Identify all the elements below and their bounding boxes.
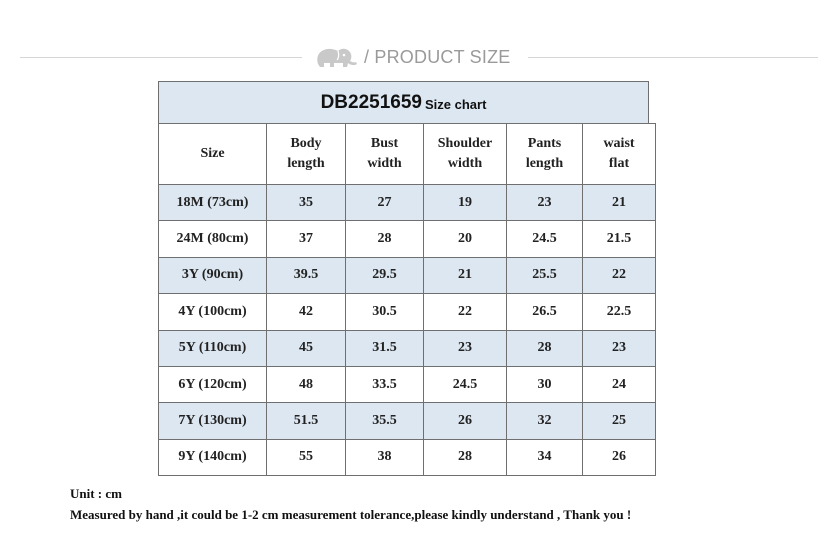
pants-length-cell: 25.5 [506, 256, 583, 295]
pants-length-cell: 26.5 [506, 293, 583, 331]
body-length-cell: 51.5 [266, 402, 346, 440]
size-cell: 6Y (120cm) [158, 365, 267, 404]
size-chart: DB2251659 Size chart Size Body length Bu… [158, 81, 656, 477]
section-title: / PRODUCT SIZE [364, 46, 511, 67]
brand-group: / PRODUCT SIZE [312, 42, 510, 72]
size-table: Size Body length Bust width Shoulder wid… [158, 123, 656, 477]
shoulder-width-cell: 28 [423, 438, 507, 477]
pants-length-cell: 34 [506, 438, 583, 477]
shoulder-width-cell: 22 [423, 293, 507, 331]
size-cell: 9Y (140cm) [158, 438, 267, 477]
bust-width-cell: 35.5 [345, 402, 424, 440]
table-row: 3Y (90cm) 39.5 29.5 21 25.5 22 [158, 256, 656, 295]
table-row: 18M (73cm) 35 27 19 23 21 [158, 183, 656, 222]
shoulder-width-cell: 23 [423, 329, 507, 367]
waist-flat-cell: 23 [582, 329, 656, 367]
waist-flat-cell: 21.5 [582, 220, 656, 258]
bust-width-cell: 29.5 [345, 256, 424, 295]
size-cell: 18M (73cm) [158, 183, 267, 222]
measurement-note: Measured by hand ,it could be 1-2 cm mea… [70, 507, 632, 522]
size-cell: 24M (80cm) [158, 220, 267, 258]
bust-width-cell: 38 [345, 438, 424, 477]
size-cell: 5Y (110cm) [158, 329, 267, 367]
body-length-cell: 39.5 [266, 256, 346, 295]
pants-length-cell: 23 [506, 183, 583, 222]
pants-length-cell: 30 [506, 365, 583, 404]
body-length-cell: 55 [266, 438, 346, 477]
waist-flat-cell: 25 [582, 402, 656, 440]
unit-note: Unit : cm [70, 486, 122, 501]
shoulder-width-cell: 20 [423, 220, 507, 258]
table-row: 7Y (130cm) 51.5 35.5 26 32 25 [158, 402, 656, 440]
shoulder-width-cell: 21 [423, 256, 507, 295]
bust-width-cell: 27 [345, 183, 424, 222]
section-header: / PRODUCT SIZE [0, 42, 828, 72]
waist-flat-cell: 22 [582, 256, 656, 295]
column-header-shoulder-width: Shoulder width [423, 123, 507, 185]
column-header-waist-flat: waist flat [582, 123, 656, 185]
table-row: 4Y (100cm) 42 30.5 22 26.5 22.5 [158, 293, 656, 331]
pants-length-cell: 32 [506, 402, 583, 440]
table-header-row: Size Body length Bust width Shoulder wid… [158, 123, 656, 185]
elephant-icon [312, 44, 360, 70]
body-length-cell: 35 [266, 183, 346, 222]
header-divider-right [528, 57, 818, 58]
bust-width-cell: 33.5 [345, 365, 424, 404]
pants-length-cell: 24.5 [506, 220, 583, 258]
column-header-bust-width: Bust width [345, 123, 424, 185]
chart-title-bar: DB2251659 Size chart [158, 81, 649, 123]
shoulder-width-cell: 24.5 [423, 365, 507, 404]
shoulder-width-cell: 26 [423, 402, 507, 440]
table-row: 9Y (140cm) 55 38 28 34 26 [158, 438, 656, 477]
column-header-size: Size [158, 123, 267, 185]
column-header-body-length: Body length [266, 123, 346, 185]
bust-width-cell: 28 [345, 220, 424, 258]
pants-length-cell: 28 [506, 329, 583, 367]
waist-flat-cell: 21 [582, 183, 656, 222]
model-number: DB2251659 [320, 91, 422, 113]
bust-width-cell: 31.5 [345, 329, 424, 367]
size-cell: 3Y (90cm) [158, 256, 267, 295]
body-length-cell: 37 [266, 220, 346, 258]
table-row: 6Y (120cm) 48 33.5 24.5 30 24 [158, 365, 656, 404]
header-divider-left [20, 57, 302, 58]
shoulder-width-cell: 19 [423, 183, 507, 222]
table-row: 5Y (110cm) 45 31.5 23 28 23 [158, 329, 656, 367]
body-length-cell: 42 [266, 293, 346, 331]
size-cell: 7Y (130cm) [158, 402, 267, 440]
body-length-cell: 48 [266, 365, 346, 404]
bust-width-cell: 30.5 [345, 293, 424, 331]
column-header-pants-length: Pants length [506, 123, 583, 185]
waist-flat-cell: 26 [582, 438, 656, 477]
chart-subtitle: Size chart [425, 97, 487, 112]
table-row: 24M (80cm) 37 28 20 24.5 21.5 [158, 220, 656, 258]
waist-flat-cell: 22.5 [582, 293, 656, 331]
body-length-cell: 45 [266, 329, 346, 367]
size-cell: 4Y (100cm) [158, 293, 267, 331]
waist-flat-cell: 24 [582, 365, 656, 404]
